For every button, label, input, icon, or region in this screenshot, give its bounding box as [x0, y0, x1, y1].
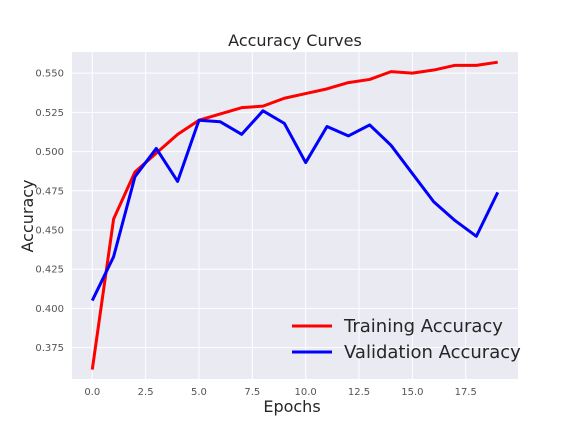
x-tick-label: 10.0 [295, 387, 317, 398]
x-tick-label: 17.5 [455, 387, 477, 398]
x-tick-label: 5.0 [191, 387, 207, 398]
legend-label-training: Training Accuracy [343, 316, 503, 337]
legend-label-validation: Validation Accuracy [344, 342, 521, 363]
y-tick-label: 0.425 [35, 265, 64, 276]
y-tick-label: 0.475 [35, 186, 64, 197]
y-tick-label: 0.400 [35, 304, 64, 315]
x-tick-label: 15.0 [401, 387, 423, 398]
x-axis-label: Epochs [263, 397, 320, 416]
y-tick-label: 0.550 [35, 69, 64, 80]
chart-title: Accuracy Curves [228, 31, 362, 50]
y-tick-label: 0.525 [35, 108, 64, 119]
validation-accuracy-line [90, 109, 500, 302]
training-accuracy-line [90, 60, 498, 370]
y-tick-label: 0.450 [35, 226, 64, 237]
y-tick-labels: 0.375 0.400 0.425 0.450 0.475 0.500 0.525 0.550 [35, 69, 64, 354]
series-lines [90, 60, 500, 370]
grid-lines [72, 52, 518, 379]
x-tick-label: 2.5 [138, 387, 154, 398]
y-tick-label: 0.375 [35, 343, 64, 354]
x-tick-label: 7.5 [244, 387, 260, 398]
x-tick-label: 12.5 [348, 387, 370, 398]
y-tick-label: 0.500 [35, 147, 64, 158]
x-tick-label: 0.0 [84, 387, 100, 398]
x-tick-labels: 0.0 2.5 5.0 7.5 10.0 12.5 15.0 17.5 [84, 387, 477, 398]
legend: Training Accuracy Validation Accuracy [292, 316, 521, 363]
y-axis-label: Accuracy [18, 179, 37, 252]
